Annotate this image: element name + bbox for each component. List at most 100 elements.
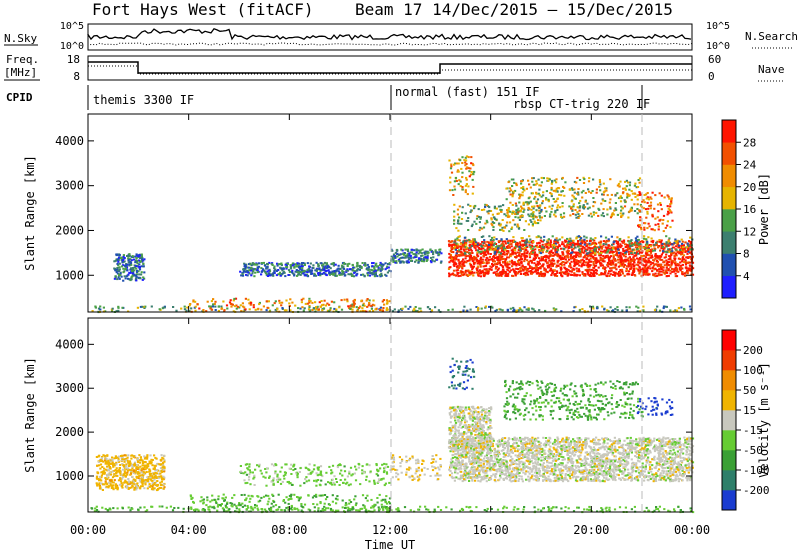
heatmap-cell (448, 266, 451, 269)
heatmap-cell (555, 270, 559, 273)
heatmap-cell (211, 506, 214, 509)
heatmap-cell (493, 222, 496, 224)
heatmap-cell (251, 263, 255, 266)
heatmap-cell (130, 267, 133, 270)
heatmap-cell (270, 502, 273, 505)
heatmap-cell (540, 216, 543, 219)
heatmap-cell (556, 260, 559, 263)
heatmap-cell (650, 228, 653, 231)
heatmap-cell (646, 192, 649, 194)
heatmap-cell (453, 210, 456, 213)
heatmap-cell (638, 225, 641, 228)
heatmap-cell (583, 508, 586, 511)
heatmap-cell (553, 308, 556, 311)
heatmap-cell (528, 183, 531, 186)
heatmap-cell (338, 306, 341, 309)
heatmap-cell (456, 237, 459, 240)
heatmap-cell (632, 256, 635, 259)
heatmap-cell (556, 190, 559, 193)
heatmap-cell (561, 236, 564, 239)
heatmap-cell (498, 245, 501, 248)
heatmap-cell (541, 259, 544, 262)
heatmap-cell (465, 255, 468, 258)
heatmap-cell (471, 178, 474, 181)
heatmap-cell (502, 250, 505, 253)
heatmap-cell (123, 275, 126, 278)
heatmap-cell (619, 274, 622, 276)
heatmap-cell (609, 270, 612, 273)
heatmap-cell (519, 193, 522, 196)
heatmap-cell (553, 244, 556, 247)
heatmap-cell (510, 228, 513, 230)
heatmap-cell (489, 210, 493, 212)
heatmap-cell (570, 207, 573, 210)
heatmap-cell (564, 258, 567, 261)
heatmap-cell (131, 507, 134, 510)
heatmap-cell (158, 505, 161, 508)
heatmap-cell (543, 269, 546, 272)
heatmap-cell (555, 187, 558, 190)
heatmap-cell (664, 256, 668, 259)
heatmap-cell (461, 260, 464, 263)
heatmap-cell (520, 205, 523, 208)
heatmap-cell (570, 260, 573, 263)
heatmap-cell (634, 237, 637, 240)
colorbar-swatch (722, 142, 736, 165)
heatmap-cell (689, 507, 692, 510)
heatmap-cell (574, 243, 577, 246)
heatmap-cell (491, 246, 494, 249)
heatmap-cell (619, 243, 622, 246)
heatmap-cell (666, 264, 669, 267)
heatmap-cell (676, 241, 679, 244)
heatmap-cell (453, 203, 456, 206)
heatmap-cell (611, 246, 614, 249)
heatmap-cell (539, 184, 543, 187)
heatmap-cell (460, 218, 464, 220)
heatmap-cell (242, 268, 245, 271)
heatmap-cell (583, 264, 586, 267)
heatmap-cell (238, 510, 241, 512)
heatmap-cell (341, 270, 344, 272)
heatmap-cell (490, 305, 493, 308)
heatmap-cell (628, 273, 631, 276)
heatmap-cell (622, 212, 625, 215)
heatmap-cell (287, 269, 291, 272)
heatmap-cell (275, 274, 278, 277)
heatmap-cell (131, 268, 134, 271)
heatmap-cell (621, 252, 625, 255)
heatmap-cell (392, 254, 396, 257)
heatmap-cell (647, 266, 650, 269)
heatmap-cell (448, 256, 451, 259)
heatmap-cell (598, 254, 601, 257)
heatmap-cell (560, 261, 563, 264)
heatmap-cell (278, 273, 281, 276)
heatmap-cell (316, 305, 319, 308)
heatmap-cell (468, 255, 471, 258)
heatmap-cell (635, 239, 638, 242)
heatmap-cell (115, 310, 118, 313)
heatmap-cell (651, 270, 654, 273)
heatmap-cell (367, 265, 370, 268)
heatmap-cell (135, 273, 138, 276)
heatmap-cell (675, 309, 679, 312)
heatmap-cell (499, 273, 502, 276)
heatmap-cell (574, 213, 577, 216)
heatmap-cell (628, 261, 631, 264)
heatmap-cell (352, 275, 356, 278)
heatmap-cell (524, 220, 527, 223)
heatmap-cell (519, 241, 522, 244)
heatmap-cell (608, 251, 611, 254)
heatmap-cell (364, 497, 367, 500)
heatmap-cell (538, 209, 541, 212)
heatmap-cell (527, 262, 530, 265)
heatmap-cell (370, 307, 373, 310)
heatmap-cell (554, 211, 557, 214)
heatmap-cell (302, 297, 305, 300)
heatmap-cell (659, 203, 662, 206)
heatmap-cell (322, 303, 325, 306)
heatmap-cell (646, 210, 649, 213)
heatmap-cell (687, 250, 690, 253)
heatmap-cell (475, 306, 478, 308)
heatmap-cell (537, 235, 540, 238)
heatmap-cell (409, 251, 412, 254)
